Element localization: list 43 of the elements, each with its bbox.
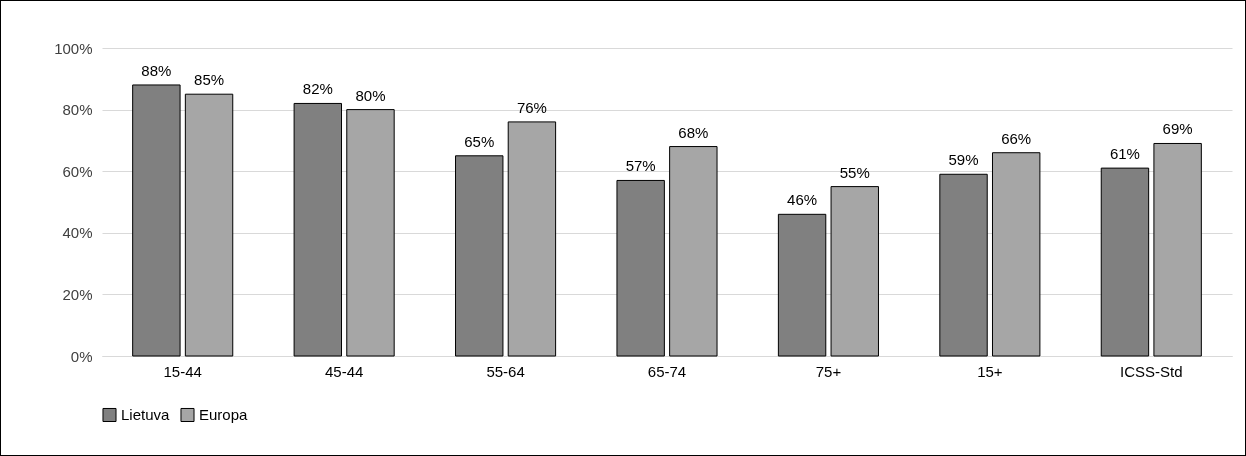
y-tick-label: 0%: [70, 347, 93, 365]
legend-label: Europa: [199, 405, 249, 423]
y-tick-label: 60%: [62, 162, 93, 180]
bar: [132, 84, 181, 357]
bar: [455, 155, 504, 357]
bar: [939, 173, 988, 357]
data-label: 80%: [355, 86, 386, 104]
data-label: 61%: [1109, 145, 1140, 163]
x-tick-label: ICSS-Std: [1120, 362, 1183, 380]
data-label: 88%: [141, 61, 172, 79]
legend-label: Lietuva: [121, 405, 171, 423]
data-label: 69%: [1162, 120, 1193, 138]
x-tick-label: 65-74: [647, 362, 687, 380]
y-tick-label: 100%: [54, 39, 93, 57]
data-label: 76%: [516, 98, 547, 116]
y-tick-label: 20%: [62, 285, 93, 303]
data-label: 55%: [839, 163, 870, 181]
data-label: 65%: [464, 132, 495, 150]
x-tick-label: 45-44: [324, 362, 364, 380]
bar: [830, 186, 879, 357]
bar: [346, 109, 395, 357]
bar: [669, 146, 718, 357]
bar: [1100, 167, 1150, 357]
data-label: 66%: [1001, 129, 1032, 147]
y-tick-label: 40%: [62, 224, 93, 242]
data-label: 85%: [194, 71, 225, 89]
bar: [616, 179, 665, 357]
data-label: 68%: [678, 123, 709, 141]
data-label: 59%: [948, 151, 979, 169]
bar: [293, 102, 343, 357]
bar: [184, 93, 234, 357]
bar: [507, 121, 557, 357]
data-label: 57%: [625, 157, 656, 175]
x-tick-label: 15-44: [163, 362, 202, 380]
data-label: 82%: [302, 80, 333, 98]
x-tick-label: 55-64: [486, 362, 525, 380]
bar: [991, 152, 1041, 357]
x-tick-label: 75+: [815, 362, 842, 380]
data-label: 46%: [787, 191, 818, 209]
bar: [1153, 142, 1202, 357]
x-tick-label: 15+: [977, 362, 1003, 380]
bar: [777, 213, 827, 357]
y-tick-label: 80%: [62, 101, 93, 119]
